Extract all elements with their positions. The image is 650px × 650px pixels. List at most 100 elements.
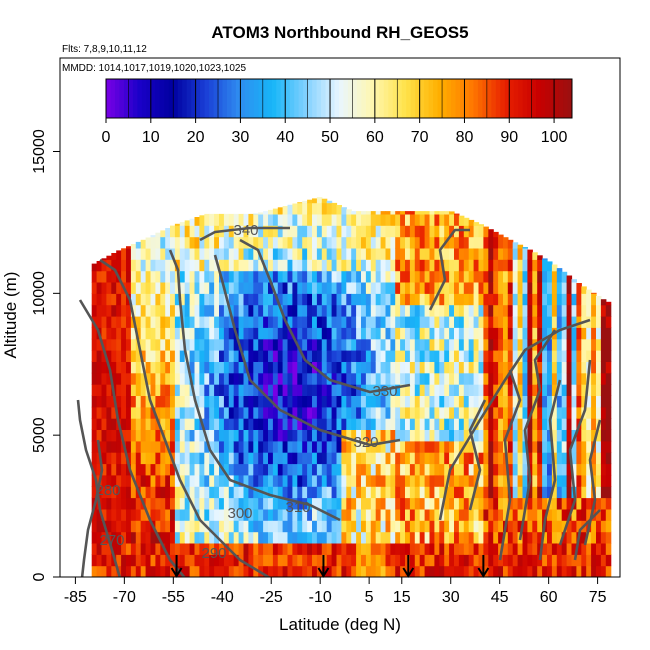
rh-cell xyxy=(126,327,132,340)
rh-cell xyxy=(150,316,156,328)
rh-cell xyxy=(380,316,387,328)
rh-cell xyxy=(160,327,166,340)
rh-cell xyxy=(507,429,514,442)
rh-cell xyxy=(429,211,435,215)
rh-cell xyxy=(302,316,308,328)
rh-cell xyxy=(194,429,200,442)
rh-cell xyxy=(194,486,200,499)
rh-cell xyxy=(121,543,127,555)
rh-cell xyxy=(429,372,435,385)
rh-cell xyxy=(405,350,411,362)
rh-cell xyxy=(532,252,538,260)
rh-cell xyxy=(537,372,543,385)
rh-cell xyxy=(346,508,352,521)
colorbar-tick-label: 0 xyxy=(102,129,111,146)
rh-cell xyxy=(160,282,166,294)
rh-cell xyxy=(385,543,391,555)
rh-cell xyxy=(419,497,426,510)
rh-cell xyxy=(96,384,103,396)
rh-cell xyxy=(258,282,264,294)
rh-cell xyxy=(170,474,176,487)
rh-cell xyxy=(160,497,166,510)
rh-cell xyxy=(591,429,597,442)
rh-cell xyxy=(116,316,122,328)
rh-cell xyxy=(361,497,367,510)
rh-cell xyxy=(160,259,166,272)
rh-cell xyxy=(189,452,196,465)
rh-cell xyxy=(542,452,548,465)
colorbar-cell xyxy=(374,79,380,118)
rh-cell xyxy=(209,406,215,419)
rh-cell xyxy=(209,395,215,408)
rh-cell xyxy=(365,327,372,340)
colorbar-tick-label: 10 xyxy=(142,129,160,146)
rh-cell xyxy=(238,236,245,249)
rh-cell xyxy=(268,565,274,577)
rh-cell xyxy=(316,197,323,204)
rh-cell xyxy=(326,338,333,351)
rh-cell xyxy=(336,395,342,408)
rh-cell xyxy=(336,259,342,272)
rh-cell xyxy=(170,384,176,396)
rh-cell xyxy=(380,372,387,385)
rh-cell xyxy=(532,543,538,555)
rh-cell xyxy=(326,474,333,487)
rh-cell xyxy=(336,452,342,465)
rh-cell xyxy=(101,395,107,408)
colorbar-cell xyxy=(464,79,470,118)
rh-cell xyxy=(331,543,338,555)
rh-cell xyxy=(179,474,186,487)
rh-cell xyxy=(424,463,431,476)
rh-cell xyxy=(380,520,387,533)
colorbar-cell xyxy=(137,79,143,118)
rh-cell xyxy=(566,372,573,385)
rh-cell xyxy=(106,338,112,351)
rh-cell xyxy=(449,316,455,328)
colorbar-cell xyxy=(244,79,250,118)
rh-cell xyxy=(439,520,445,533)
contour-label-330: 330 xyxy=(372,383,397,400)
rh-cell xyxy=(512,531,519,544)
rh-cell xyxy=(268,372,274,385)
rh-cell xyxy=(228,508,235,521)
rh-cell xyxy=(512,282,519,294)
rh-cell xyxy=(586,384,592,396)
rh-cell xyxy=(209,225,215,238)
colorbar-cell xyxy=(312,79,318,118)
rh-cell xyxy=(556,372,563,385)
rh-cell xyxy=(287,406,293,419)
rh-cell xyxy=(517,474,524,487)
rh-cell xyxy=(365,259,372,272)
rh-cell xyxy=(561,395,568,408)
rh-cell xyxy=(307,259,313,272)
rh-cell xyxy=(527,508,533,521)
rh-cell xyxy=(600,418,607,430)
rh-cell xyxy=(414,440,421,453)
rh-cell xyxy=(454,508,460,521)
rh-cell xyxy=(135,247,142,260)
colorbar-cell xyxy=(141,79,147,118)
rh-cell xyxy=(507,531,514,544)
rh-cell xyxy=(429,554,435,567)
rh-cell xyxy=(336,565,342,577)
rh-cell xyxy=(375,372,382,385)
rh-cell xyxy=(116,554,122,567)
rh-cell xyxy=(106,452,112,465)
rh-cell xyxy=(605,316,612,328)
plot-frame xyxy=(59,57,621,578)
colorbar-cell xyxy=(155,79,161,118)
rh-cell xyxy=(566,486,573,499)
rh-cell xyxy=(414,486,421,499)
rh-cell xyxy=(233,350,240,362)
rh-cell xyxy=(297,474,303,487)
colorbar-cell xyxy=(410,79,416,118)
rh-cell xyxy=(91,429,98,442)
rh-cell xyxy=(101,327,107,340)
rh-cell xyxy=(346,418,352,430)
rh-cell xyxy=(184,259,191,272)
rh-cell xyxy=(473,222,480,226)
rh-cell xyxy=(537,520,543,533)
rh-cell xyxy=(341,327,347,340)
rh-cell xyxy=(488,372,494,385)
rh-cell xyxy=(527,293,533,306)
